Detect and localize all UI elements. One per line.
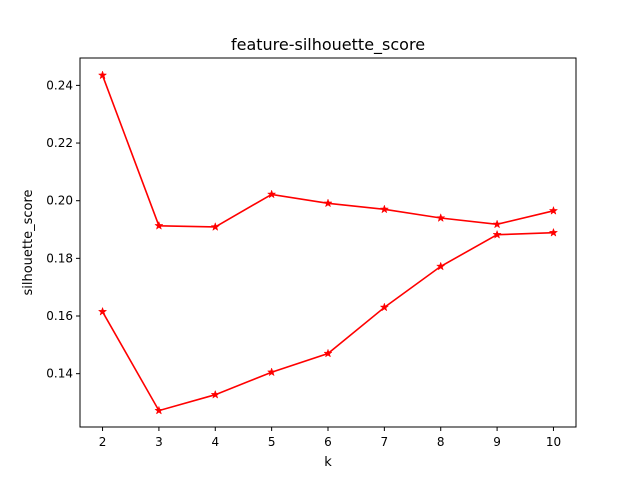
- series-2-point: [266, 367, 277, 377]
- series-1-point: [548, 205, 559, 215]
- series-1-point: [266, 189, 277, 199]
- x-tick-label: 8: [437, 435, 445, 449]
- y-tick-label: 0.20: [46, 194, 73, 208]
- x-tick-label: 6: [324, 435, 332, 449]
- series-2-point: [210, 389, 220, 399]
- x-tick-label: 4: [211, 435, 219, 449]
- series-2-point: [323, 348, 333, 358]
- series-2-line: [101, 231, 554, 412]
- y-tick-label: 0.22: [46, 136, 73, 150]
- series-2-point: [97, 306, 108, 316]
- series-2-point: [492, 229, 502, 239]
- y-tick-label: 0.18: [46, 251, 73, 265]
- x-tick-label: 10: [546, 435, 561, 449]
- chart-title: feature-silhouette_score: [231, 35, 425, 55]
- y-tick-label: 0.14: [46, 367, 73, 381]
- plot-area: [97, 70, 559, 415]
- y-tick-label: 0.16: [46, 309, 73, 323]
- series-1-point: [97, 70, 108, 80]
- series-2-point: [154, 405, 164, 415]
- x-tick-label: 9: [493, 435, 501, 449]
- series-2-point: [379, 302, 390, 312]
- x-axis: 2 3 4 5 6 7 8 9 10: [99, 427, 561, 449]
- x-axis-label: k: [324, 455, 332, 470]
- x-tick-label: 2: [99, 435, 107, 449]
- series-1-point: [210, 221, 220, 231]
- series-1-point: [379, 204, 390, 214]
- x-tick-label: 7: [381, 435, 389, 449]
- axes-frame: [79, 57, 577, 428]
- y-axis-label: silhouette_score: [21, 189, 36, 295]
- series-1-point: [154, 220, 164, 230]
- y-tick-label: 0.24: [46, 78, 73, 92]
- series-1-point: [323, 198, 333, 208]
- x-tick-label: 5: [268, 435, 276, 449]
- series-1-point: [492, 219, 502, 229]
- series-2-point: [548, 227, 559, 237]
- y-axis: 0.14 0.16 0.18 0.20 0.22 0.24: [46, 78, 80, 381]
- series-2-point: [436, 261, 446, 271]
- x-tick-label: 3: [155, 435, 163, 449]
- series-1-point: [436, 213, 446, 222]
